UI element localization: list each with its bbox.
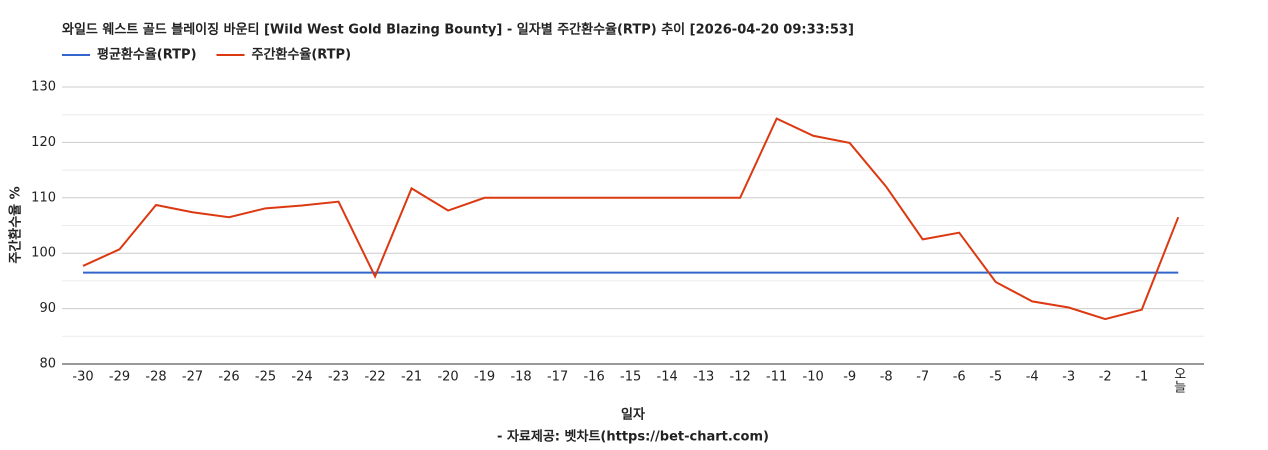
x-tick-label: -3 xyxy=(1062,370,1075,385)
y-tick-label: 130 xyxy=(31,80,56,95)
x-tick-label: -23 xyxy=(328,370,349,385)
x-tick-label: -20 xyxy=(437,370,458,385)
x-tick-label: -2 xyxy=(1099,370,1112,385)
x-tick-label: -22 xyxy=(364,370,385,385)
source: - 자료제공: 벳차트(https://bet-chart.com) xyxy=(497,429,769,445)
x-tick-label: -26 xyxy=(218,370,239,385)
x-tick-label: -5 xyxy=(989,370,1002,385)
x-tick-label: -18 xyxy=(510,370,531,385)
x-axis-label: 일자 xyxy=(621,408,645,423)
x-tick-label: -30 xyxy=(72,370,93,385)
legend-label: 주간환수율(RTP) xyxy=(252,47,352,63)
x-tick-label: -10 xyxy=(803,370,824,385)
line xyxy=(82,117,1180,321)
x-tick-label: -17 xyxy=(547,370,568,385)
x-tick-label: -4 xyxy=(1026,370,1039,385)
chart-title: 와일드 웨스트 골드 블레이징 바운티 [Wild West Gold Blaz… xyxy=(62,22,854,38)
x-tick-label: -19 xyxy=(474,370,495,385)
x-tick-label: -8 xyxy=(880,370,893,385)
x-tick-label: -14 xyxy=(657,370,678,385)
x-tick-label: -25 xyxy=(255,370,276,385)
x-tick-label: -16 xyxy=(583,370,604,385)
x-tick-label: -24 xyxy=(291,370,312,385)
x-tick-label: -12 xyxy=(730,370,751,385)
x-tick-label: -13 xyxy=(693,370,714,385)
y-axis-label: 주간환수율 % xyxy=(8,186,24,263)
x-tick-label: -15 xyxy=(620,370,641,385)
legend-label: 평균환수율(RTP) xyxy=(97,47,197,63)
y-tick-label: 110 xyxy=(31,190,56,205)
x-tick-label: -28 xyxy=(145,370,166,385)
x-tick-label: -29 xyxy=(109,370,130,385)
y-tick-label: 90 xyxy=(39,301,56,316)
x-tick-label: -1 xyxy=(1135,370,1148,385)
x-tick-label: -27 xyxy=(182,370,203,385)
x-tick-label: -11 xyxy=(766,370,787,385)
x-tick-label: -7 xyxy=(916,370,929,385)
y-tick-label: 120 xyxy=(31,135,56,150)
x-tick-label: 오늘 xyxy=(1171,367,1186,393)
x-tick-label: -21 xyxy=(401,370,422,385)
y-tick-label: 100 xyxy=(31,246,56,261)
x-tick-label: -9 xyxy=(843,370,856,385)
y-tick-label: 80 xyxy=(39,357,56,372)
x-tick-label: -6 xyxy=(953,370,966,385)
